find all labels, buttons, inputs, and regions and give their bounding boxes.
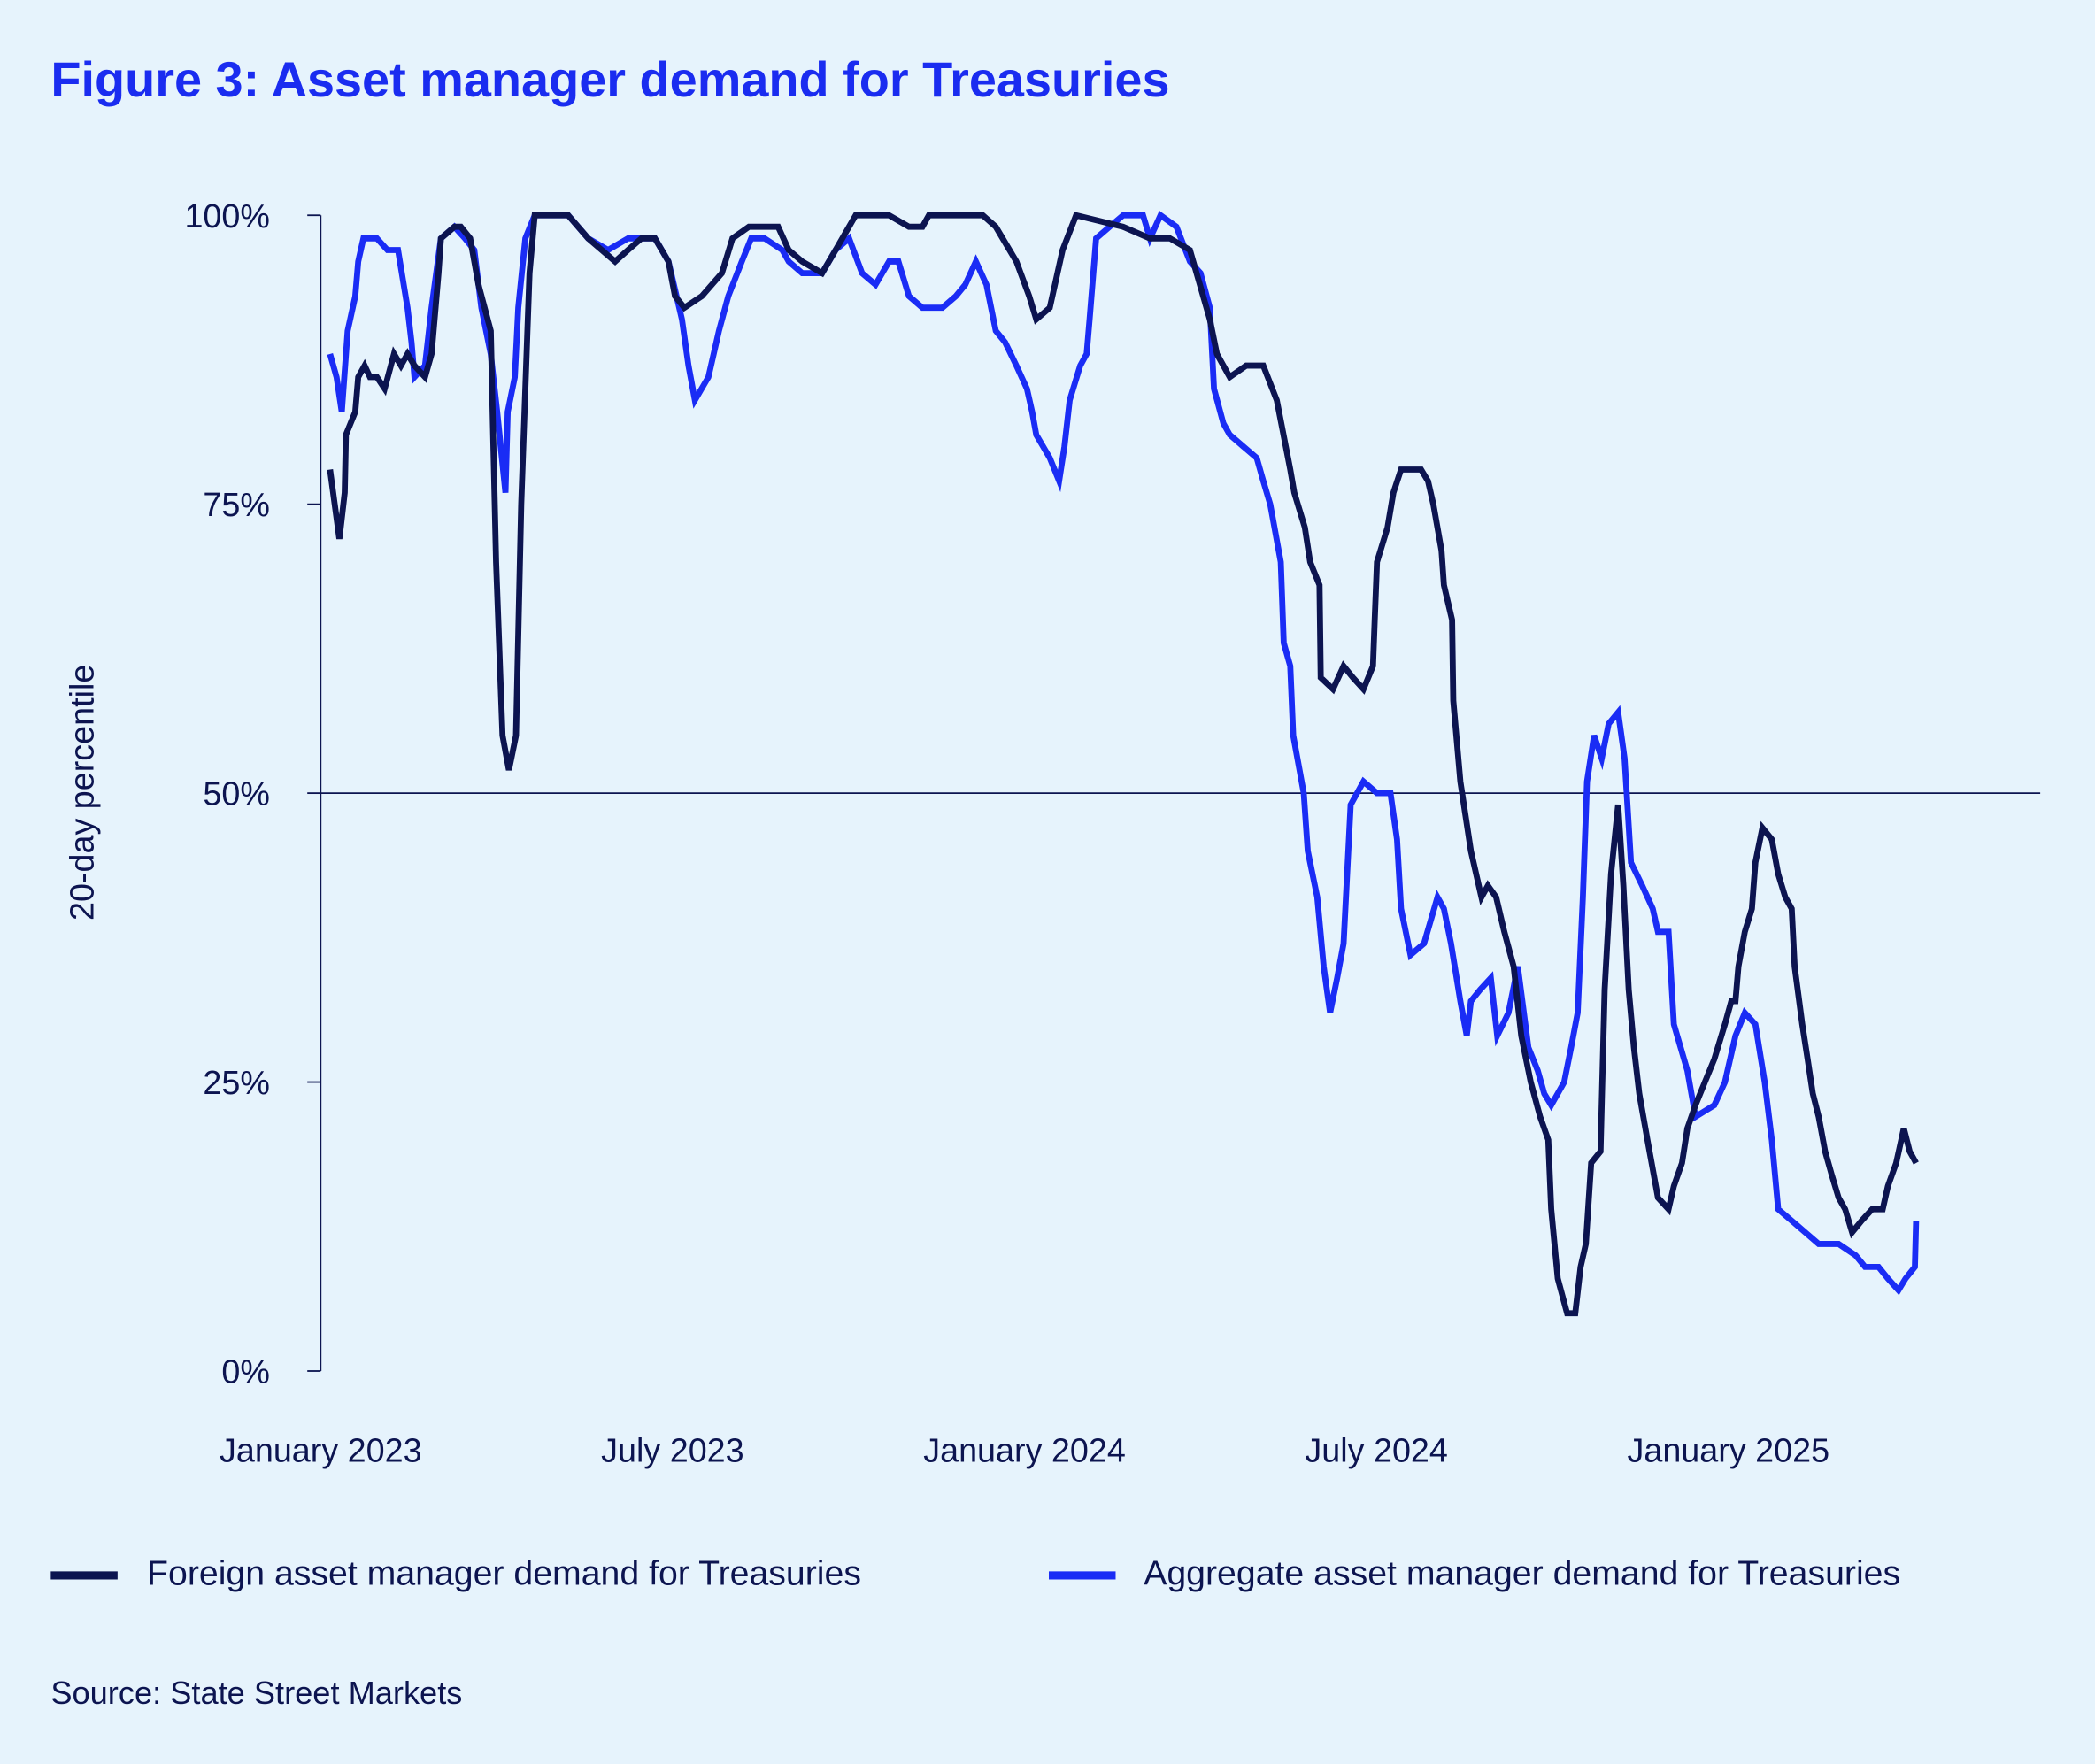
- y-tick-label: 0%: [221, 1353, 270, 1390]
- x-tick-label: January 2023: [220, 1432, 422, 1469]
- series-line-foreign: [327, 212, 1919, 1317]
- chart-title: Figure 3: Asset manager demand for Treas…: [50, 51, 1169, 107]
- y-tick-label: 50%: [203, 775, 270, 813]
- legend: Foreign asset manager demand for Treasur…: [50, 1554, 1900, 1593]
- x-tick-label: January 2025: [1627, 1432, 1829, 1469]
- y-tick-label: 75%: [203, 486, 270, 523]
- source-note: Source: State Street Markets: [50, 1675, 462, 1711]
- legend-label-aggregate: Aggregate asset manager demand for Treas…: [1144, 1554, 1900, 1593]
- y-tick-label: 100%: [184, 197, 269, 235]
- y-tick-label: 25%: [203, 1064, 270, 1101]
- x-tick-label: July 2024: [1305, 1432, 1447, 1469]
- series-line-aggregate: [327, 211, 1920, 1296]
- x-tick-label: January 2024: [923, 1432, 1126, 1469]
- y-axis-label: 20-day percentile: [64, 665, 101, 921]
- axes: 0% 25% 50% 75% 100% January 2023 July 2023 Janu…: [184, 197, 2041, 1469]
- series-lines: [327, 211, 1920, 1317]
- legend-label-foreign: Foreign asset manager demand for Treasur…: [147, 1554, 861, 1593]
- x-tick-label: July 2023: [601, 1432, 743, 1469]
